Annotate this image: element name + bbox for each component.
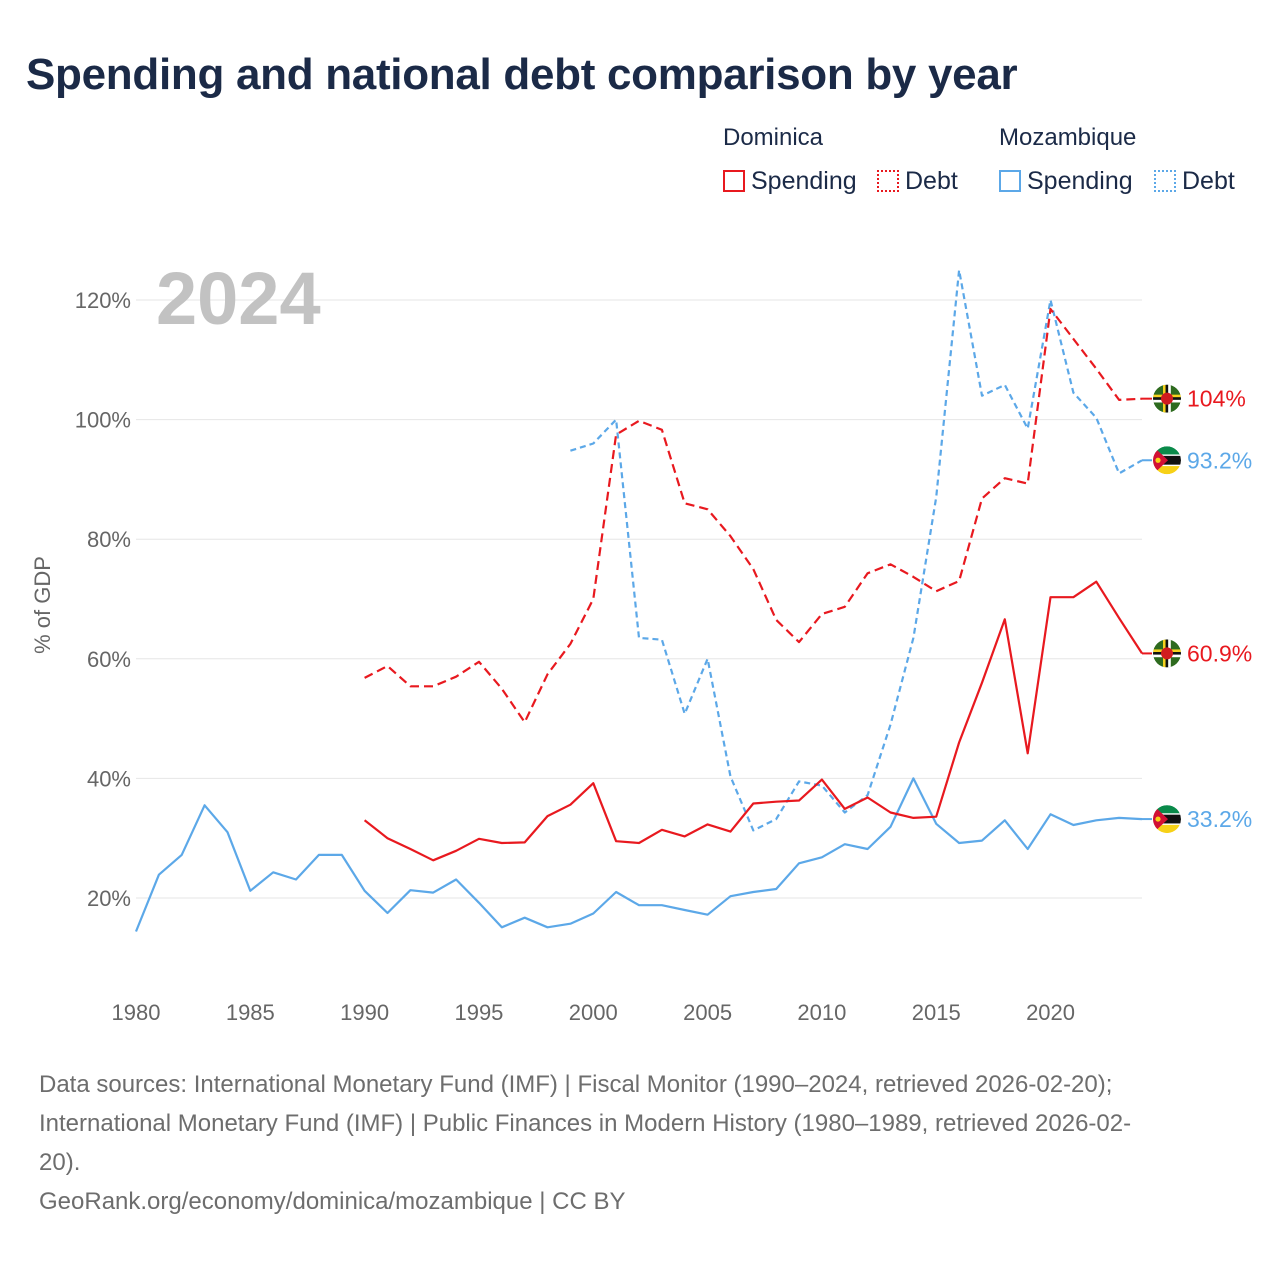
- legend-dominica-spending[interactable]: Spending: [723, 166, 857, 196]
- end-value-label: 60.9%: [1187, 640, 1252, 666]
- legend-label: Debt: [1182, 166, 1235, 195]
- chart-title: Spending and national debt comparison by…: [26, 50, 1018, 99]
- legend-mozambique-debt[interactable]: Debt: [1154, 166, 1235, 196]
- y-tick-label: 100%: [75, 408, 131, 433]
- x-tick-label: 1995: [454, 1000, 503, 1025]
- legend-label: Spending: [1027, 166, 1133, 195]
- gridlines: [136, 299, 1142, 899]
- legend-dominica-debt[interactable]: Debt: [877, 166, 958, 196]
- legend-dotted-swatch-blue: [1154, 170, 1176, 192]
- footer-source-line-2: International Monetary Fund (IMF) | Publ…: [39, 1110, 1132, 1137]
- series-line-dominica-debt: [364, 307, 1143, 724]
- legend-dominica-title: Dominica: [723, 124, 824, 151]
- flag-ring: [1152, 638, 1182, 669]
- series-line-dominica-spending: [363, 580, 1143, 862]
- flag-ring: [1152, 383, 1182, 414]
- end-value-label: 33.2%: [1187, 806, 1252, 832]
- legend-mozambique-title: Mozambique: [999, 124, 1137, 151]
- legend-dotted-swatch-red: [877, 170, 899, 192]
- line-chart: 20% 40% 60% 80% 100% 120% 1980 1985 1990 1995 200…: [30, 257, 1252, 1025]
- series-line-mozambique-debt: [570, 269, 1143, 832]
- end-markers: 60.9% 104% 33.2% 93.2%: [1142, 383, 1252, 835]
- x-tick-label: 2005: [683, 1000, 732, 1025]
- y-tick-label: 60%: [87, 647, 131, 672]
- x-tick-label: 2000: [569, 1000, 618, 1025]
- x-tick-label: 1985: [226, 1000, 275, 1025]
- footer-source-line-3: 20).: [39, 1149, 81, 1176]
- footer-credit: GeoRank.org/economy/dominica/mozambique …: [39, 1188, 626, 1215]
- x-tick-label: 1980: [112, 1000, 161, 1025]
- current-year-label: 2024: [156, 257, 321, 340]
- legend-mozambique-spending[interactable]: Spending: [999, 166, 1133, 196]
- legend-label: Spending: [751, 166, 857, 195]
- legend-solid-swatch-blue: [999, 170, 1021, 192]
- y-tick-label: 80%: [87, 527, 131, 552]
- y-axis-ticks: 20% 40% 60% 80% 100% 120%: [75, 288, 131, 911]
- x-tick-label: 1990: [340, 1000, 389, 1025]
- x-axis-ticks: 1980 1985 1990 1995 2000 2005 2010 2015 2020: [112, 1000, 1075, 1025]
- end-value-label: 93.2%: [1187, 447, 1252, 473]
- x-tick-label: 2020: [1026, 1000, 1075, 1025]
- y-tick-label: 20%: [87, 886, 131, 911]
- legend-solid-swatch-red: [723, 170, 745, 192]
- y-tick-label: 40%: [87, 766, 131, 791]
- x-tick-label: 2015: [912, 1000, 961, 1025]
- flag-ring: [1152, 445, 1182, 476]
- series-line-mozambique-spending: [134, 777, 1143, 932]
- end-value-label: 104%: [1187, 386, 1246, 412]
- y-tick-label: 120%: [75, 288, 131, 313]
- flag-ring: [1152, 804, 1182, 835]
- series-lines: [134, 269, 1143, 932]
- y-axis-label: % of GDP: [30, 556, 55, 654]
- x-tick-label: 2010: [797, 1000, 846, 1025]
- legend-label: Debt: [905, 166, 958, 195]
- footer-source-line-1: Data sources: International Monetary Fun…: [39, 1071, 1113, 1098]
